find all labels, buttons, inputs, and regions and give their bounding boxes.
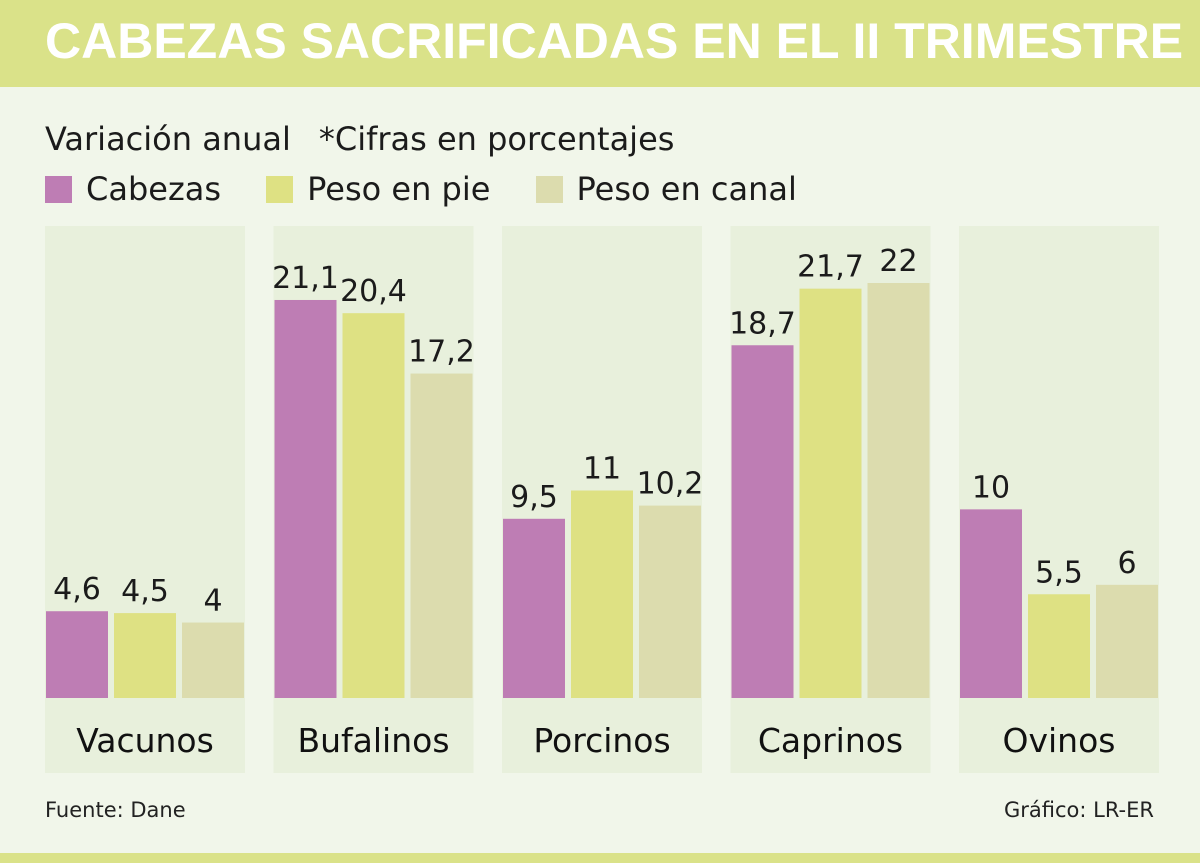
category-label: Caprinos [758, 721, 903, 760]
chart-title: CABEZAS SACRIFICADAS EN EL II TRIMESTRE [45, 13, 1184, 69]
title-bar: CABEZAS SACRIFICADAS EN EL II TRIMESTRE [0, 0, 1200, 87]
legend-item-peso-en-canal: Peso en canal [535, 170, 797, 208]
data-label: 11 [583, 452, 621, 487]
category-group-porcinos: 9,5 11 10,2 Porcinos [502, 226, 703, 773]
bar-peso-en-canal-bufalinos [410, 373, 473, 698]
bar-peso-en-canal-ovinos [1096, 584, 1158, 698]
category-label: Vacunos [76, 721, 214, 760]
data-label: 18,7 [729, 306, 796, 341]
data-label: 21,7 [797, 250, 864, 285]
bar-peso-en-pie-bufalinos [342, 313, 405, 698]
category-group-bufalinos: 21,1 20,417,2 Bufalinos [272, 226, 475, 773]
legend: Cabezas Peso en pie Peso en canal [45, 170, 837, 210]
bar-peso-en-canal-caprinos [867, 283, 930, 698]
bar-peso-en-pie-vacunos [114, 613, 176, 698]
legend-item-peso-en-pie: Peso en pie [266, 170, 490, 208]
bar-peso-en-canal-vacunos [182, 622, 244, 698]
legend-label-peso-en-pie: Peso en pie [307, 170, 491, 208]
data-label: 22 [879, 244, 917, 279]
category-group-vacunos: 4,6 4,5 4 Vacunos [45, 226, 245, 773]
category-label: Porcinos [533, 721, 670, 760]
subtitle: Variación anual *Cifras en porcentajes [45, 120, 674, 158]
legend-label-cabezas: Cabezas [86, 170, 222, 208]
data-label: 5,5 [1035, 555, 1083, 590]
graphic-credit: Gráfico: LR-ER [1003, 798, 1154, 822]
bar-peso-en-pie-caprinos [799, 288, 862, 698]
category-label: Ovinos [1003, 721, 1116, 760]
data-label: 4,5 [121, 574, 169, 609]
bottom-bar [0, 853, 1200, 863]
bar-cabezas-bufalinos [274, 299, 337, 698]
legend-label-peso-en-canal: Peso en canal [576, 170, 797, 208]
subtitle-text: Variación anual [45, 120, 291, 158]
data-label: 21,1 [272, 261, 339, 296]
data-label: 10 [972, 470, 1010, 505]
category-group-ovinos: 10 5,5 6 Ovinos [959, 226, 1159, 773]
source-note: Fuente: Dane [45, 798, 186, 822]
data-label: 6 [1117, 546, 1136, 581]
bar-peso-en-pie-ovinos [1028, 594, 1090, 698]
legend-swatch-cabezas [45, 175, 72, 203]
bar-peso-en-pie-porcinos [571, 490, 633, 698]
legend-swatch-peso-en-pie [266, 175, 294, 203]
bar-peso-en-canal-porcinos [639, 505, 701, 698]
data-label: 20,4 [340, 274, 407, 309]
legend-swatch-peso-en-canal [535, 175, 563, 203]
units-note: *Cifras en porcentajes [318, 120, 675, 158]
data-label: 4 [203, 584, 222, 619]
bar-cabezas-ovinos [960, 509, 1022, 698]
data-label: 10,2 [637, 467, 704, 502]
category-group-caprinos: 18,721,7 22 Caprinos [729, 226, 931, 773]
bar-cabezas-porcinos [503, 518, 565, 698]
category-label: Bufalinos [297, 721, 449, 760]
data-label: 17,2 [408, 335, 475, 370]
bar-cabezas-caprinos [731, 345, 794, 698]
data-label: 4,6 [53, 572, 101, 607]
legend-item-cabezas: Cabezas [45, 170, 221, 208]
data-label: 9,5 [510, 480, 558, 515]
bar-cabezas-vacunos [46, 611, 108, 698]
